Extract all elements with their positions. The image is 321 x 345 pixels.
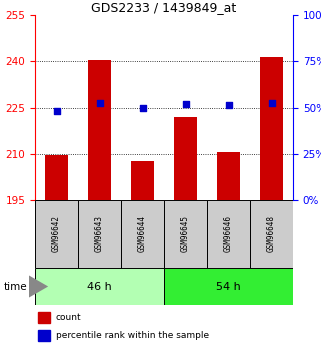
Bar: [260, 57, 283, 200]
Text: GSM96648: GSM96648: [267, 216, 276, 253]
Bar: [217, 152, 240, 200]
Text: GSM96642: GSM96642: [52, 216, 61, 253]
Bar: [164, 268, 293, 305]
Point: [226, 102, 231, 108]
Text: 46 h: 46 h: [87, 282, 112, 292]
Bar: [131, 161, 154, 200]
Title: GDS2233 / 1439849_at: GDS2233 / 1439849_at: [91, 1, 237, 14]
Bar: [78, 200, 121, 268]
Bar: [250, 200, 293, 268]
Text: percentile rank within the sample: percentile rank within the sample: [56, 331, 209, 340]
Bar: [88, 60, 111, 200]
Bar: [35, 268, 164, 305]
Point: [97, 100, 102, 106]
Bar: [45, 155, 68, 200]
Text: GSM96644: GSM96644: [138, 216, 147, 253]
Text: time: time: [3, 282, 27, 292]
Bar: [38, 312, 50, 323]
Bar: [174, 117, 197, 200]
Point: [269, 100, 274, 106]
Text: GSM96643: GSM96643: [95, 216, 104, 253]
Point: [183, 101, 188, 107]
Text: count: count: [56, 313, 81, 322]
Bar: [207, 200, 250, 268]
Bar: [164, 200, 207, 268]
Point: [140, 106, 145, 111]
Bar: [121, 200, 164, 268]
Text: GSM96645: GSM96645: [181, 216, 190, 253]
Bar: [38, 330, 50, 341]
Text: GSM96646: GSM96646: [224, 216, 233, 253]
Polygon shape: [29, 275, 48, 298]
Text: 54 h: 54 h: [216, 282, 241, 292]
Point: [54, 108, 59, 114]
Bar: [35, 200, 78, 268]
